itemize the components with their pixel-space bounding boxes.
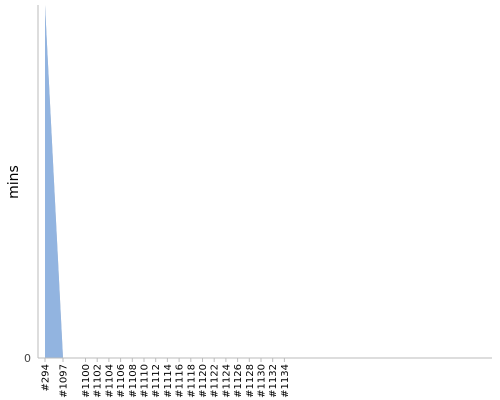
x-tick-label: #1120	[198, 364, 209, 398]
x-tick-label: #1112	[151, 364, 162, 398]
x-tick-label: #1106	[116, 364, 127, 398]
x-tick-label: #1097	[59, 364, 70, 398]
series-1-area	[45, 5, 291, 358]
x-tick-label: #1110	[140, 364, 151, 398]
x-tick-label: #1126	[233, 364, 244, 398]
y-tick-label: 0	[24, 352, 31, 365]
x-tick-label: #1114	[163, 364, 174, 398]
series-0-area	[45, 5, 291, 358]
x-tick-label: #1102	[93, 364, 104, 398]
x-tick-label: #1100	[81, 364, 92, 398]
x-tick-label: #1108	[128, 364, 139, 398]
x-tick-label: #1128	[245, 364, 256, 398]
x-tick-labels: #294 #1097 #1100 #1102 #1104 #1106 #1108 #1110 #…	[41, 358, 291, 398]
plot-area	[45, 5, 291, 358]
x-tick-label: #1132	[268, 364, 279, 398]
x-tick-label: #1118	[186, 364, 197, 398]
y-axis-title: mins	[6, 165, 22, 199]
x-tick-label: #1130	[257, 364, 268, 398]
x-tick-label: #1134	[280, 364, 291, 398]
x-tick-label: #294	[41, 364, 52, 391]
x-tick-label: #1104	[104, 364, 115, 398]
x-tick-label: #1116	[175, 364, 186, 398]
x-tick-label: #1122	[210, 364, 221, 398]
x-tick-label: #1124	[221, 364, 232, 398]
